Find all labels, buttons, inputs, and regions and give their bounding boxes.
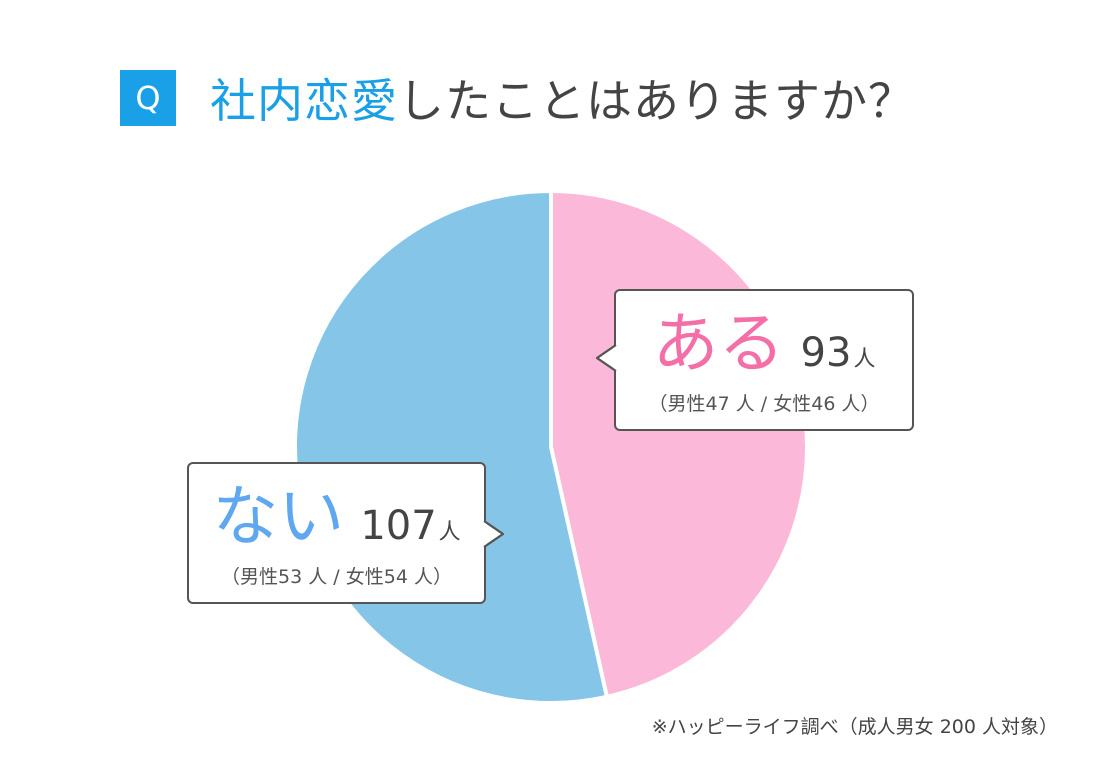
source-footnote: ※ハッピーライフ調べ（成人男女 200 人対象） xyxy=(651,716,1058,738)
question-badge: Q xyxy=(120,70,176,126)
answer-aru-unit: 人 xyxy=(853,347,876,372)
callout-aru: ある 93 人 （男性47 人 / 女性46 人） xyxy=(614,289,914,431)
callout-nai: ない 107 人 （男性53 人 / 女性54 人） xyxy=(187,462,486,604)
answer-nai-label: ない xyxy=(212,478,345,555)
answer-aru-breakdown: （男性47 人 / 女性46 人） xyxy=(648,393,880,415)
question-title-rest: したことはありますか？ xyxy=(398,74,915,128)
answer-nai-breakdown: （男性53 人 / 女性54 人） xyxy=(221,566,452,588)
answer-aru-label: ある xyxy=(652,305,785,382)
callout-aru-main: ある 93 人 xyxy=(616,311,912,377)
answer-aru-count: 93 xyxy=(800,330,852,376)
callout-nai-main: ない 107 人 xyxy=(189,484,484,550)
answer-nai-count: 107 xyxy=(360,503,437,549)
question-title: 社内恋愛したことはありますか？ xyxy=(210,65,915,131)
question-header: Q 社内恋愛したことはありますか？ xyxy=(120,68,915,128)
answer-nai-unit: 人 xyxy=(438,520,461,545)
question-title-accent: 社内恋愛 xyxy=(210,74,398,128)
